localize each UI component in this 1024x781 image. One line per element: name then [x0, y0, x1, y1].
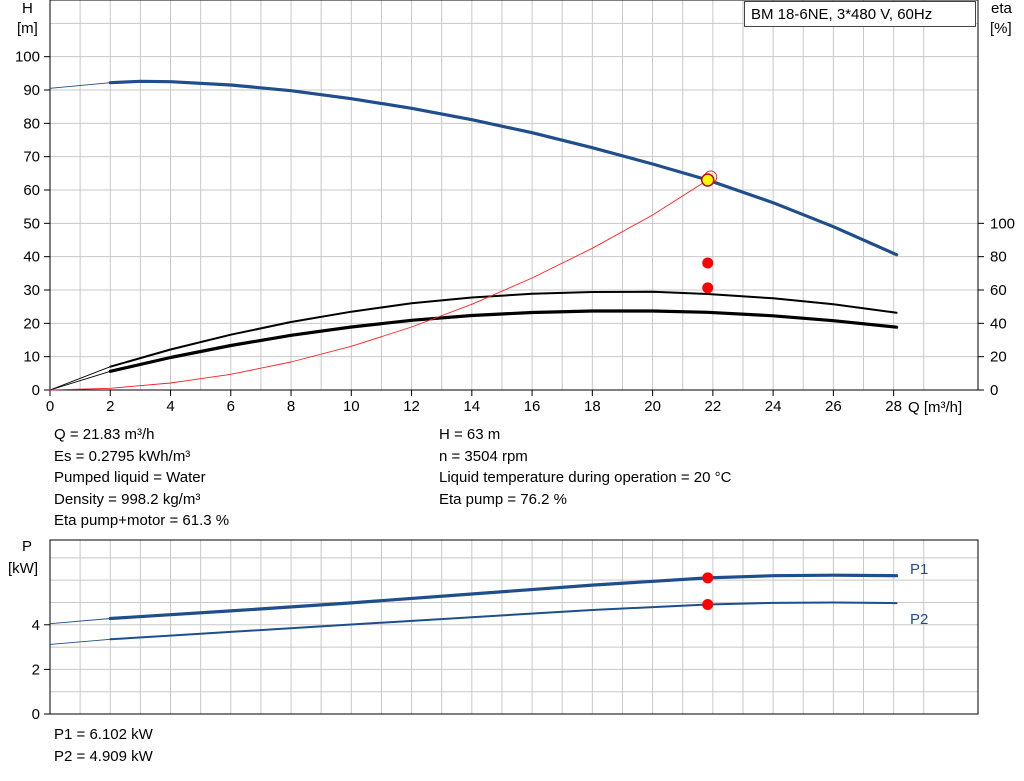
head-curve [108, 79, 899, 257]
y-right-tick-label: 60 [990, 282, 1007, 299]
readout-right: H = 63 m n = 3504 rpm Liquid temperature… [439, 424, 731, 510]
readout-density: Density = 998.2 kg/m³ [54, 490, 201, 508]
p2-curve [109, 601, 898, 641]
plot-frame [49, 0, 979, 391]
chart-title: BM 18-6NE, 3*480 V, 60Hz [751, 6, 933, 23]
readout-head: H = 63 m [439, 426, 501, 443]
y-right-tick-label: 100 [990, 215, 1015, 232]
x-tick-label: 26 [825, 398, 842, 415]
y-left-tick-label: 30 [23, 282, 40, 299]
power-plot-frame [49, 539, 979, 715]
x-tick-label: 24 [765, 398, 782, 415]
eta-pump-curve-extension [49, 366, 111, 391]
x-tick-label: 22 [705, 398, 722, 415]
y-left-tick-label: 40 [23, 249, 40, 266]
p-axis-unit: [kW] [8, 560, 38, 577]
x-tick-label: 28 [885, 398, 902, 415]
x-tick-label: 16 [524, 398, 541, 415]
operating-point-marker [700, 173, 715, 187]
readout-p1: P1 = 6.102 kW [54, 726, 153, 743]
x-tick-label: 4 [166, 398, 174, 415]
y-left-tick-label: 60 [23, 182, 40, 199]
readout-eta-total: Eta pump+motor = 61.3 % [54, 512, 230, 529]
readout-p2: P2 = 4.909 kW [54, 747, 153, 765]
y-left-tick-label: 80 [23, 115, 40, 132]
eta-pump-curve [109, 290, 898, 368]
h-axis-name: H [22, 0, 33, 17]
x-tick-label: 20 [644, 398, 661, 415]
p1-curve-extension [49, 618, 111, 625]
eta-total-curve-extension [49, 370, 111, 391]
readout-power: P1 = 6.102 kW P2 = 4.909 kW [54, 724, 153, 767]
readout-flow: Q = 21.83 m³/h [54, 426, 155, 443]
y-left-tick-label: 70 [23, 149, 40, 166]
eta-total-curve [108, 309, 899, 373]
y-left-tick-label: 20 [23, 315, 40, 332]
x-tick-label: 18 [584, 398, 601, 415]
readout-eta-pump: Eta pump = 76.2 % [439, 490, 567, 508]
power-y-tick-label: 2 [32, 661, 40, 678]
power-y-tick-label: 0 [32, 706, 40, 723]
p2-series-label: P2 [910, 611, 929, 628]
y-left-tick-label: 50 [23, 215, 40, 232]
h-axis-unit: [m] [17, 20, 38, 37]
x-tick-label: 10 [343, 398, 360, 415]
q-axis-label: Q [m³/h] [908, 399, 963, 416]
y-left-tick-label: 0 [32, 382, 40, 399]
eta-total-marker [702, 282, 714, 294]
readout-temperature: Liquid temperature during operation = 20… [439, 469, 732, 486]
power-y-tick-label: 4 [32, 617, 40, 634]
p1-marker [702, 572, 714, 584]
chart-title-box: BM 18-6NE, 3*480 V, 60Hz [744, 1, 976, 27]
y-right-tick-label: 0 [990, 382, 998, 399]
p1-series-label: P1 [910, 561, 929, 578]
x-tick-label: 0 [46, 398, 54, 415]
eta-pump-marker [702, 257, 714, 269]
p2-curve-extension [49, 638, 111, 645]
p1-curve [108, 573, 899, 621]
p-axis-name: P [22, 538, 33, 555]
eta-axis-name: eta [991, 0, 1012, 17]
eta-axis-unit: [%] [990, 20, 1012, 37]
x-tick-label: 12 [403, 398, 420, 415]
y-left-tick-label: 90 [23, 82, 40, 99]
readout-liquid: Pumped liquid = Water [54, 469, 206, 486]
y-right-tick-label: 20 [990, 349, 1007, 366]
p2-marker [702, 598, 714, 610]
y-right-tick-label: 80 [990, 249, 1007, 266]
head-curve-extension [49, 82, 111, 89]
readout-left: Q = 21.83 m³/h Es = 0.2795 kWh/m³ Pumped… [54, 424, 229, 532]
x-tick-label: 8 [287, 398, 295, 415]
x-tick-label: 6 [227, 398, 235, 415]
readout-speed: n = 3504 rpm [439, 447, 528, 465]
x-tick-label: 14 [463, 398, 480, 415]
system-curve [49, 179, 709, 391]
y-left-tick-label: 10 [23, 349, 40, 366]
readout-energy: Es = 0.2795 kWh/m³ [54, 447, 191, 465]
y-left-tick-label: 100 [15, 49, 40, 66]
x-tick-label: 2 [106, 398, 114, 415]
y-right-tick-label: 40 [990, 315, 1007, 332]
